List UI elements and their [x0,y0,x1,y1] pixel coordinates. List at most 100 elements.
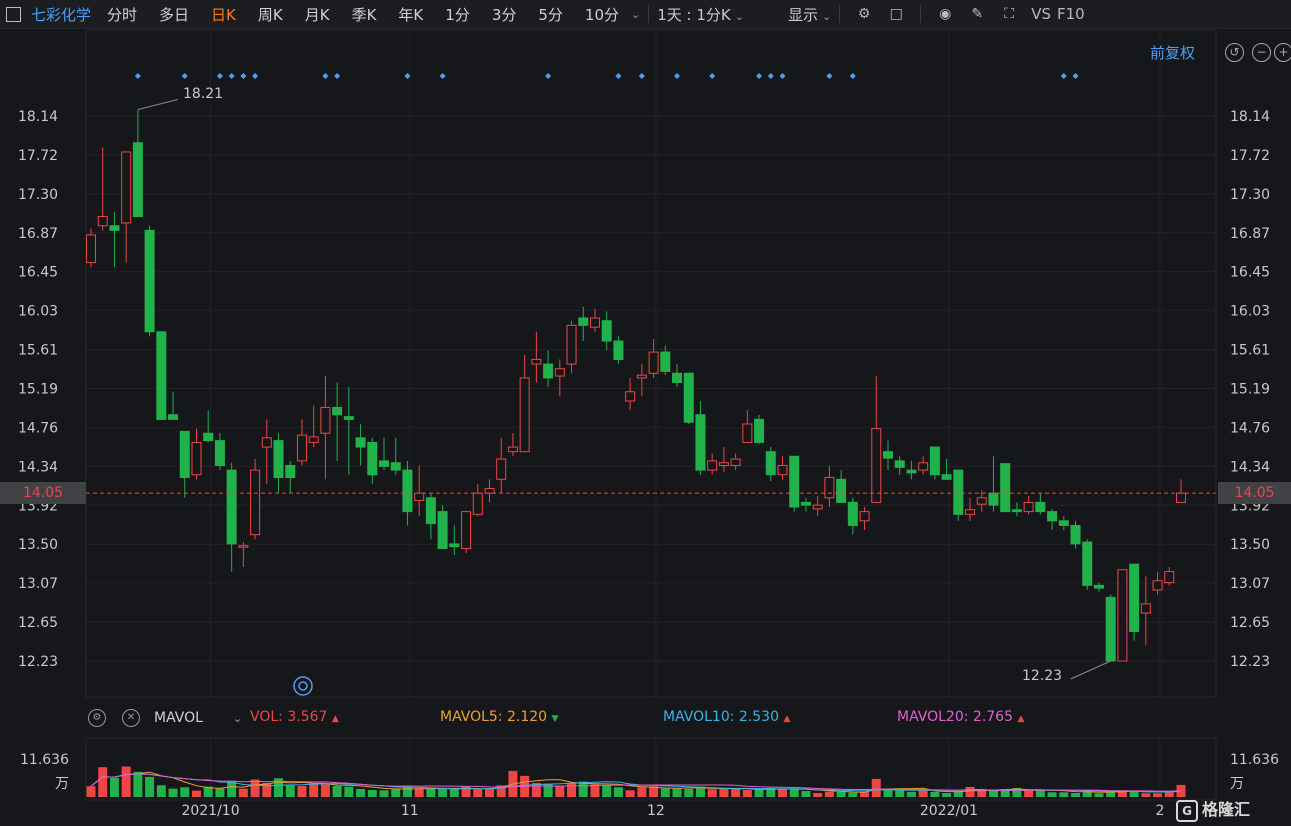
period-toolbar: 七彩化学 分时 多日 日K 周K 月K 季K 年K 1分 3分 5分 10分 ⌄… [0,0,1291,29]
price-tick-right: 17.30 [1230,187,1270,203]
f10-button[interactable]: F10 [1056,5,1085,23]
vs-button[interactable]: VS [1031,5,1051,23]
volume-bar [367,789,377,797]
price-tick-right: 18.14 [1230,109,1270,125]
camera-icon[interactable]: ◉ [939,6,952,22]
brand-icon: G [1176,800,1198,822]
period-select[interactable]: 1天 : 1分K ⌄ [657,4,744,25]
volume-panel [85,737,1217,801]
event-marker-icon [334,73,341,79]
volume-bar [496,785,506,797]
indicator-name[interactable]: MAVOL [154,710,203,726]
candle [1011,509,1022,513]
divider [839,5,841,23]
candle [285,465,296,478]
adjust-mode[interactable]: 前复权 [1150,44,1196,62]
price-tick-left: 12.23 [18,654,58,670]
candle [543,363,554,379]
candle [718,462,729,467]
volume-bar [555,785,565,797]
tab-3min[interactable]: 3分 [491,5,517,24]
candle [660,351,671,372]
price-tick-left: 16.03 [18,304,58,320]
date-label: 2021/10 [181,803,239,819]
stock-name[interactable]: 七彩化学 [31,5,92,24]
tab-10min[interactable]: 10分 [584,5,619,24]
candle [882,451,893,459]
candle [1070,524,1081,545]
candle [1023,501,1034,513]
volume-bar [942,792,952,797]
volume-bar [543,783,553,797]
period-select-value: 1天 : 1分K [657,5,731,24]
volume-bar [1141,793,1151,797]
volume-bar [168,788,178,797]
volume-bar [625,790,635,797]
candle [238,545,249,548]
volume-bar [285,785,295,797]
zoom-out-icon[interactable]: − [1252,43,1271,62]
tab-5min[interactable]: 5分 [538,5,563,24]
volume-bar [1047,792,1057,797]
candle [308,436,319,443]
tab-intraday[interactable]: 分时 [107,5,138,24]
candle [742,423,753,443]
volume-bar [684,788,694,797]
volume-bar [414,788,424,797]
fullscreen-icon[interactable]: ⛶ [1004,6,1015,22]
volume-bar [391,789,401,797]
square-icon[interactable]: □ [889,6,903,22]
gear-icon[interactable]: ⚙ [88,709,106,727]
volume-bar [356,788,366,797]
candle [976,497,987,505]
candle [836,478,847,503]
tab-monthly-k[interactable]: 月K [304,5,330,24]
price-tick-right: 12.23 [1230,654,1270,670]
price-tick-left: 12.65 [18,615,58,631]
chevron-down-icon[interactable]: ⌄ [232,711,243,725]
volume-bar [531,782,541,797]
low-price-label: 12.23 [1022,668,1063,684]
volume-bar [567,782,577,797]
mavol5-label: MAVOL5: [440,709,503,725]
candle [214,440,225,467]
candle [918,462,929,471]
gear-icon[interactable]: ⚙ [857,6,871,22]
price-tick-right: 16.03 [1230,304,1270,320]
vol-readout: VOL: 3.567 ▲ [250,709,339,725]
tab-weekly-k[interactable]: 周K [257,5,283,24]
candle [414,492,425,502]
volume-indicator-bar: ⚙ ✕ MAVOL ⌄ [0,704,1291,732]
volume-bar [801,790,811,797]
volume-axis-unit-right: 万 [1230,776,1244,792]
volume-bar [191,790,201,797]
candle [695,414,706,471]
chevron-down-icon[interactable]: ⌄ [631,7,641,21]
close-icon[interactable]: ✕ [122,709,140,727]
volume-bar [613,787,623,797]
tab-daily-k[interactable]: 日K [211,5,236,24]
volume-bar [180,787,190,797]
candle [1164,571,1175,584]
reset-icon[interactable]: ↺ [1225,43,1244,62]
candle [894,460,905,468]
price-tick-left: 13.07 [18,576,58,592]
locate-icon [293,676,313,696]
high-leader-line [137,99,179,111]
price-tick-left: 17.30 [18,187,58,203]
pencil-icon[interactable]: ✎ [971,6,984,22]
tab-1min[interactable]: 1分 [445,5,470,24]
volume-bar [1000,790,1010,797]
volume-bar [227,780,237,797]
tab-multi-day[interactable]: 多日 [159,5,190,24]
panel-toggle-icon[interactable] [6,6,21,22]
volume-bar [719,788,729,797]
volume-bar [930,791,940,797]
zoom-in-icon[interactable]: + [1274,43,1291,62]
tab-quarterly-k[interactable]: 季K [351,5,377,24]
volume-bar [660,788,670,797]
tab-yearly-k[interactable]: 年K [398,5,424,24]
display-menu[interactable]: 显示 ⌄ [788,4,831,25]
event-marker-icon [638,73,645,79]
